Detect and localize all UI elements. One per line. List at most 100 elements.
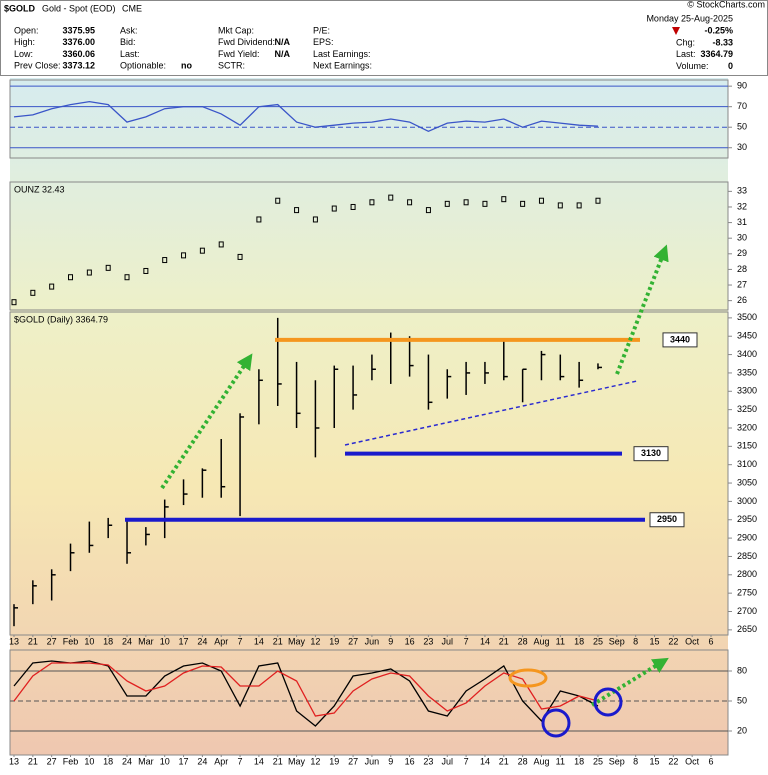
x-tick-label: 28 — [518, 636, 528, 646]
x-tick-label: Feb — [63, 756, 79, 766]
x-tick-label: 21 — [28, 756, 38, 766]
x-tick-label: 9 — [388, 636, 393, 646]
field-label: Chg: — [676, 37, 695, 47]
x-tick-label: 17 — [179, 756, 189, 766]
y-tick-label: 80 — [737, 665, 747, 675]
date: Monday 25-Aug-2025 — [646, 13, 733, 23]
y-tick-label: 2950 — [737, 514, 757, 524]
down-arrow — [672, 27, 680, 35]
x-tick-label: 7 — [464, 756, 469, 766]
price-marker — [11, 299, 17, 306]
price-marker — [199, 247, 205, 254]
level-label-box — [633, 446, 669, 462]
price-marker — [218, 241, 224, 248]
x-tick-label: 16 — [405, 756, 415, 766]
x-tick-label: Oct — [685, 756, 700, 766]
y-tick-label: 26 — [737, 295, 747, 305]
y-tick-label: 2650 — [737, 624, 757, 634]
price-marker — [256, 216, 262, 223]
field-label: Prev Close: — [14, 60, 61, 70]
x-tick-label: 22 — [668, 636, 678, 646]
x-tick-label: 17 — [179, 636, 189, 646]
x-tick-label: Aug — [533, 636, 549, 646]
field-label: Last: — [676, 49, 696, 59]
x-tick-label: Oct — [685, 636, 700, 646]
y-tick-label: 28 — [737, 264, 747, 274]
series-line — [13, 662, 599, 717]
panel-title: OUNZ 32.43 — [14, 184, 65, 194]
x-tick-label: 28 — [518, 756, 528, 766]
field-label: Bid: — [120, 37, 136, 47]
x-tick-label: 10 — [84, 636, 94, 646]
price-marker — [86, 269, 92, 276]
field-value: no — [181, 60, 192, 70]
field-label: Ask: — [120, 25, 138, 35]
x-tick-label: 24 — [197, 756, 207, 766]
price-marker — [538, 197, 544, 204]
price-marker — [312, 216, 318, 223]
price-marker — [275, 197, 281, 204]
price-marker — [30, 289, 36, 296]
x-tick-label: Mar — [138, 756, 154, 766]
price-marker — [425, 207, 431, 214]
field-label: Open: — [14, 25, 39, 35]
x-tick-label: 18 — [574, 756, 584, 766]
price-marker — [143, 267, 149, 274]
x-tick-label: 27 — [47, 636, 57, 646]
y-tick-label: 3050 — [737, 477, 757, 487]
y-tick-label: 50 — [737, 695, 747, 705]
x-tick-label: 21 — [499, 636, 509, 646]
arrow — [590, 657, 669, 707]
price-marker — [49, 283, 55, 290]
x-tick-label: 8 — [633, 636, 638, 646]
field-value: N/A — [275, 49, 291, 59]
field-label: Fwd Yield: — [218, 49, 260, 59]
x-tick-label: 23 — [423, 636, 433, 646]
panel-frame — [9, 649, 729, 756]
x-tick-label: 25 — [593, 636, 603, 646]
x-tick-label: 14 — [480, 756, 490, 766]
y-tick-label: 2700 — [737, 606, 757, 616]
x-tick-label: Feb — [63, 636, 79, 646]
field-value: 3375.95 — [62, 25, 95, 35]
y-tick-label: 31 — [737, 217, 747, 227]
x-tick-label: 15 — [649, 756, 659, 766]
highlight — [541, 708, 571, 738]
symbol: $GOLD — [4, 3, 36, 13]
y-tick-label: 50 — [737, 122, 747, 132]
x-tick-label: 24 — [197, 636, 207, 646]
name: Gold - Spot (EOD) — [42, 3, 116, 13]
field-label: Volume: — [676, 61, 709, 71]
x-tick-label: 14 — [254, 756, 264, 766]
price-marker — [463, 199, 469, 206]
x-tick-label: 7 — [238, 636, 243, 646]
header-box — [0, 0, 768, 76]
series-line — [13, 100, 599, 133]
x-tick-label: Apr — [214, 636, 228, 646]
field-label: Last: — [120, 49, 140, 59]
x-tick-label: 8 — [633, 756, 638, 766]
price-marker — [331, 205, 337, 212]
field-value: 3364.79 — [700, 49, 733, 59]
panel-frame — [9, 79, 729, 159]
x-tick-label: 24 — [122, 636, 132, 646]
series-line — [13, 660, 599, 727]
price-marker — [576, 202, 582, 209]
arrow — [160, 353, 253, 490]
x-tick-label: 18 — [103, 636, 113, 646]
plot-bg — [10, 78, 728, 755]
x-tick-label: 9 — [388, 756, 393, 766]
x-tick-label: 27 — [348, 636, 358, 646]
x-tick-label: 6 — [708, 756, 713, 766]
x-tick-label: May — [288, 756, 306, 766]
x-tick-label: Sep — [609, 636, 625, 646]
x-tick-label: 18 — [103, 756, 113, 766]
field-value: 3360.06 — [62, 49, 95, 59]
y-tick-label: 30 — [737, 233, 747, 243]
y-tick-label: 3200 — [737, 422, 757, 432]
y-tick-label: 2850 — [737, 551, 757, 561]
field-value: 0 — [728, 61, 733, 71]
x-tick-label: 10 — [160, 636, 170, 646]
panel-title: $GOLD (Daily) 3364.79 — [14, 314, 108, 324]
y-tick-label: 29 — [737, 248, 747, 258]
